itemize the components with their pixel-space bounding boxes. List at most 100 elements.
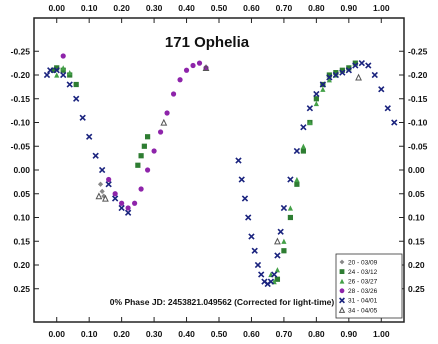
data-point (144, 167, 151, 173)
data-point (138, 153, 144, 159)
data-point (326, 72, 332, 78)
data-point (274, 237, 281, 245)
legend-marker (338, 306, 346, 313)
data-point (238, 176, 245, 183)
legend-marker (339, 269, 345, 274)
series-34 (95, 64, 362, 245)
data-point (254, 261, 262, 269)
y-tick-label-left: 0.25 (13, 284, 30, 294)
data-point (352, 62, 359, 69)
y-tick-label-right: -0.10 (408, 118, 428, 128)
data-point (319, 81, 327, 88)
data-point (124, 209, 132, 216)
x-tick-label-bottom: 0.20 (113, 329, 130, 339)
x-tick-label-top: 0.60 (243, 3, 260, 13)
data-point (313, 90, 320, 98)
x-tick-label-top: 0.20 (113, 3, 130, 13)
data-point (274, 252, 281, 259)
y-tick-label-right: 0.00 (408, 165, 425, 175)
data-point (287, 205, 294, 211)
data-point (112, 191, 118, 197)
data-point (60, 71, 67, 79)
data-point (125, 205, 131, 211)
data-point (164, 110, 170, 116)
data-point (196, 60, 203, 66)
data-point (258, 271, 265, 278)
y-tick-label-right: 0.25 (408, 284, 425, 294)
data-point (248, 233, 255, 240)
x-tick-label-bottom: 0.30 (146, 329, 163, 339)
data-point (170, 91, 177, 97)
data-point (326, 74, 333, 81)
data-point (202, 64, 210, 71)
data-point (332, 71, 340, 79)
data-point (365, 62, 372, 69)
data-point (92, 152, 99, 159)
data-point (281, 248, 287, 254)
data-point (313, 96, 319, 102)
x-tick-label-top: 0.40 (178, 3, 195, 13)
data-point (73, 81, 79, 88)
data-point (73, 95, 80, 102)
data-point (60, 65, 66, 71)
data-point (300, 143, 306, 149)
x-tick-label-bottom: 0.70 (276, 329, 293, 339)
series-31 (43, 59, 398, 288)
data-point (190, 62, 196, 69)
data-point (119, 200, 125, 206)
series-20 (97, 181, 107, 199)
data-point (245, 214, 252, 221)
data-point (106, 176, 112, 183)
data-point (280, 204, 288, 212)
data-point (157, 129, 164, 135)
data-point (132, 200, 138, 206)
data-point (151, 148, 157, 154)
y-tick-label-right: 0.20 (408, 260, 425, 270)
data-point (138, 186, 144, 192)
data-point (355, 73, 362, 81)
data-point (99, 188, 105, 194)
data-point (203, 65, 209, 71)
data-point (274, 276, 281, 282)
data-point (66, 81, 73, 88)
y-tick-label-right: 0.05 (408, 189, 425, 199)
y-tick-label-left: 0.05 (13, 189, 30, 199)
x-tick-label-bottom: 0.00 (48, 329, 65, 339)
data-point (54, 65, 60, 71)
data-point (391, 119, 398, 126)
series-28 (60, 53, 209, 211)
data-point (160, 118, 168, 126)
legend-marker (339, 278, 345, 284)
y-tick-label-left: -0.15 (11, 94, 31, 104)
data-point (101, 194, 109, 202)
legend-label: 26 - 03/27 (348, 279, 378, 286)
data-points (43, 53, 398, 288)
y-tick-label-left: 0.15 (13, 236, 30, 246)
chart-title: 171 Ophelia (165, 34, 250, 51)
phase-annotation: 0% Phase JD: 2453821.049562 (Corrected f… (110, 297, 335, 307)
data-point (43, 71, 51, 79)
data-point (86, 133, 93, 140)
data-point (300, 124, 307, 131)
data-point (251, 247, 258, 254)
legend: 20 - 03/09 24 - 03/12 26 - 03/27 28 - 03/26… (335, 253, 403, 319)
data-point (339, 67, 345, 73)
data-point (95, 192, 103, 200)
data-point (53, 67, 60, 74)
data-point (267, 278, 275, 285)
x-tick-label-top: 0.80 (308, 3, 325, 13)
x-tick-label-top: 0.10 (81, 3, 98, 13)
data-point (271, 271, 278, 278)
x-tick-label-bottom: 0.80 (308, 329, 325, 339)
x-tick-label-top: 0.50 (211, 3, 228, 13)
y-tick-label-left: -0.25 (11, 46, 31, 56)
data-point (54, 72, 60, 78)
data-point (339, 69, 346, 76)
legend-label: 24 - 03/12 (348, 269, 378, 276)
data-point (378, 86, 385, 93)
y-tick-label-left: 0.00 (13, 165, 30, 175)
data-point (235, 157, 242, 164)
data-point (47, 67, 54, 74)
x-tick-label-top: 0.70 (276, 3, 293, 13)
